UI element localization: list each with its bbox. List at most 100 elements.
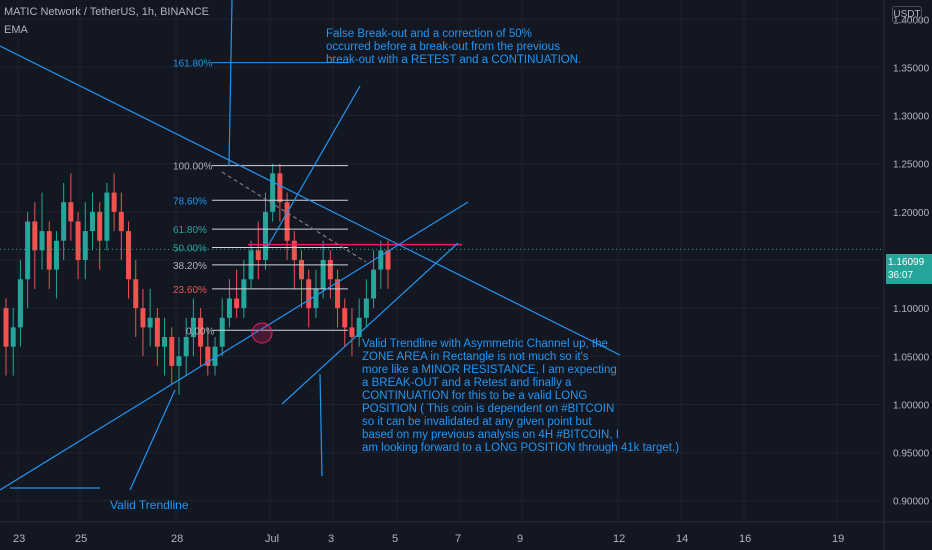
x-tick-label: 9 <box>517 533 523 545</box>
candle-body <box>39 231 45 251</box>
candle-body <box>241 279 247 309</box>
candle-body <box>363 298 369 318</box>
candle-body <box>10 327 16 347</box>
arrow-to-trendline <box>129 389 176 491</box>
candle-body <box>17 279 23 328</box>
candle-body <box>162 337 168 347</box>
channel-lower-line <box>281 242 459 405</box>
candle-body <box>176 356 182 366</box>
top-annotation[interactable]: False Break-out and a correction of 50% … <box>326 28 582 66</box>
candle-body <box>226 298 232 318</box>
candle-body <box>147 317 153 328</box>
candle-body <box>154 317 160 347</box>
candle-body <box>219 317 225 347</box>
x-tick-label: 25 <box>75 533 87 545</box>
ema-indicator-label[interactable]: EMA <box>4 24 28 36</box>
x-tick-label: 28 <box>171 533 183 545</box>
candle-body <box>68 202 74 222</box>
currency-badge[interactable]: USDT <box>892 6 922 23</box>
trendline-label[interactable]: Valid Trendline <box>110 498 189 512</box>
candle-body <box>255 250 261 260</box>
candle-body <box>111 192 117 212</box>
x-tick-label: 19 <box>832 533 844 545</box>
fib-level-label: 50.00% <box>173 243 207 254</box>
candle-body <box>284 202 290 241</box>
candle-body <box>371 269 377 299</box>
y-tick-label: 1.20000 <box>893 208 930 219</box>
last-price-tag: 1.16099 36:07 <box>886 254 932 284</box>
y-tick-label: 1.10000 <box>893 304 930 315</box>
candle-body <box>356 317 362 338</box>
candle-body <box>118 211 124 232</box>
y-tick-label: 0.90000 <box>893 497 930 508</box>
arrow-to-low <box>319 373 323 477</box>
false-breakout-circle <box>251 322 273 344</box>
symbol-title: MATIC Network / TetherUS, 1h, BINANCE <box>4 6 209 18</box>
arrow-to-breakout <box>267 85 361 247</box>
fib-level-label: 100.00% <box>173 162 213 173</box>
candle-body <box>89 211 95 232</box>
candle-body <box>335 279 341 309</box>
candle-body <box>320 260 326 289</box>
x-tick-label: 16 <box>739 533 751 545</box>
candle-body <box>169 337 175 366</box>
candle-body <box>378 250 384 270</box>
candle-body <box>25 221 31 280</box>
candle-body <box>299 260 305 280</box>
candle-body <box>349 327 355 338</box>
candle-body <box>140 308 146 328</box>
candle-body <box>61 202 67 241</box>
x-tick-label: 23 <box>13 533 25 545</box>
y-tick-label: 1.30000 <box>893 112 930 123</box>
x-tick-label: 14 <box>676 533 688 545</box>
candle-body <box>234 298 240 309</box>
fib-level-label: 78.60% <box>173 196 207 207</box>
fib-level-label: 61.80% <box>173 225 207 236</box>
y-tick-label: 0.95000 <box>893 449 930 460</box>
y-tick-label: 1.35000 <box>893 63 930 74</box>
x-tick-label: 7 <box>455 533 461 545</box>
candle-body <box>342 308 348 328</box>
candle-body <box>53 240 59 270</box>
candle-body <box>46 231 52 270</box>
fib-level-label: 23.60% <box>173 285 207 296</box>
candle-body <box>385 250 391 270</box>
x-tick-label: 12 <box>613 533 625 545</box>
candle-body <box>104 192 110 241</box>
candle-body <box>262 211 268 260</box>
fib-level-label: 38.20% <box>173 261 207 272</box>
candle-body <box>190 317 196 338</box>
candle-body <box>183 337 189 357</box>
candle-countdown: 36:07 <box>888 270 914 281</box>
candle-body <box>277 173 283 203</box>
candle-body <box>198 317 204 347</box>
y-tick-label: 1.05000 <box>893 352 930 363</box>
candle-body <box>327 260 333 280</box>
candle-body <box>306 279 312 309</box>
candle-body <box>212 346 218 366</box>
x-tick-label: 5 <box>392 533 398 545</box>
candle-body <box>126 231 132 280</box>
candle-body <box>75 221 81 260</box>
candle-body <box>205 346 211 366</box>
y-tick-label: 1.40000 <box>893 15 930 26</box>
last-price: 1.16099 <box>888 257 925 268</box>
candle-body <box>32 221 38 251</box>
fib-level-label: 0.00% <box>186 326 214 337</box>
valid-trendline <box>0 201 469 491</box>
fib-level-label: 161.80% <box>173 59 213 70</box>
candle-body <box>133 279 139 309</box>
x-tick-label: Jul <box>265 533 279 545</box>
candle-body <box>270 173 276 212</box>
y-tick-label: 1.00000 <box>893 400 930 411</box>
candle-body <box>82 231 88 260</box>
candle-body <box>291 240 297 260</box>
arrow-to-top <box>228 0 233 167</box>
candle-body <box>97 211 103 241</box>
candle-body <box>313 288 319 309</box>
main-annotation[interactable]: Valid Trendline with Asymmetric Channel … <box>362 338 680 454</box>
candle-body <box>3 308 9 347</box>
x-tick-label: 3 <box>328 533 334 545</box>
descending-trendline <box>0 45 621 356</box>
